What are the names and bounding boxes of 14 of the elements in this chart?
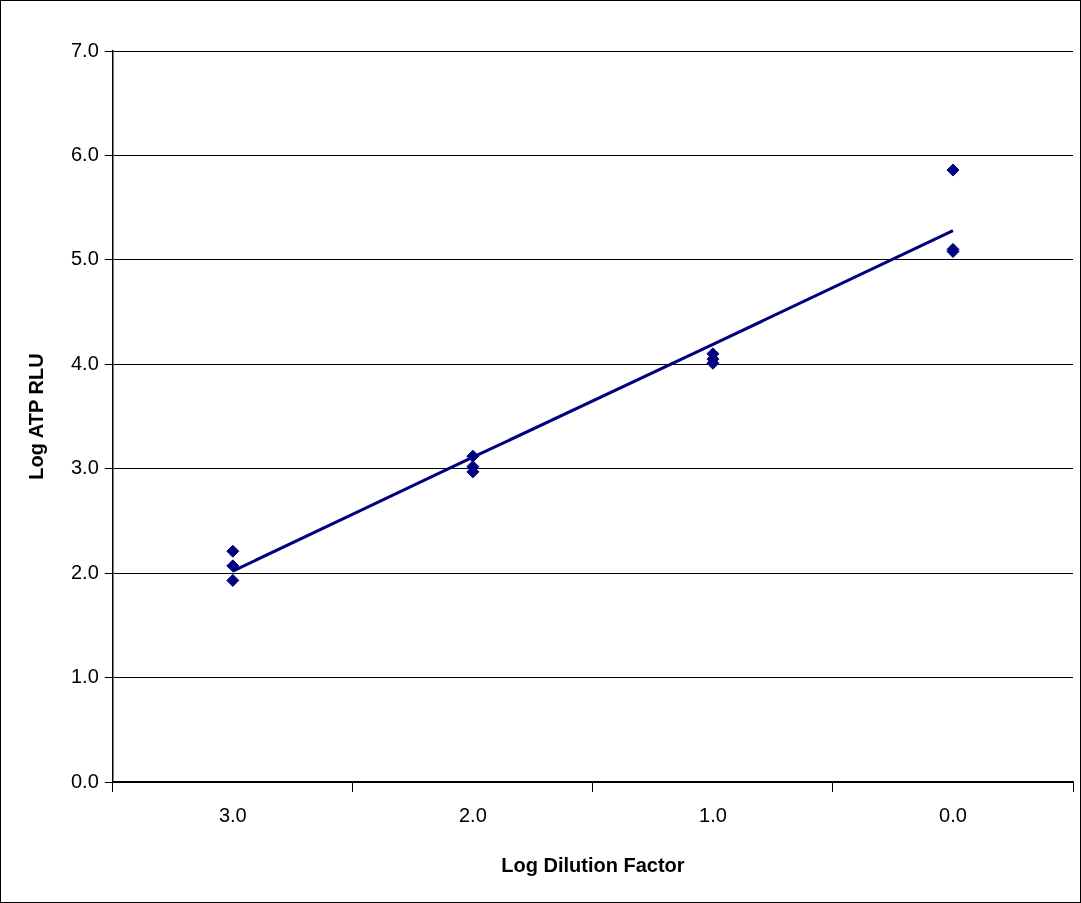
y-tick-label: 7.0 [70,38,99,61]
y-tick-label: 0.0 [70,769,99,792]
y-tick-label: 6.0 [70,142,99,165]
x-tick-label: 0.0 [939,803,967,826]
y-tick-label: 3.0 [70,456,99,479]
y-axis-title: Log ATP RLU [24,353,47,480]
y-tick-label: 1.0 [70,665,99,688]
y-tick-label: 5.0 [70,247,99,270]
y-tick-label: 4.0 [70,351,99,374]
x-tick-label: 1.0 [699,803,727,826]
x-axis-title: Log Dilution Factor [501,853,685,876]
x-tick-label: 3.0 [218,803,247,826]
y-tick-label: 2.0 [70,560,99,583]
x-tick-label: 2.0 [458,803,487,826]
